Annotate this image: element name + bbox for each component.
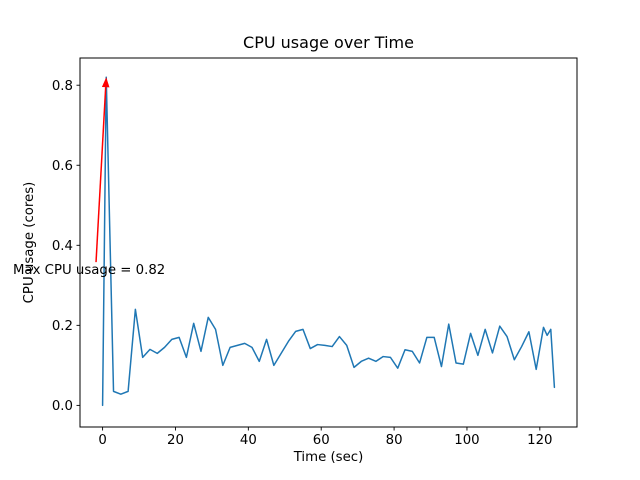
- y-axis-ticks: 0.0 0.2 0.4 0.6 0.8: [52, 79, 80, 414]
- annotation-arrow: [95, 87, 107, 263]
- max-cpu-annotation: Max CPU usage = 0.82: [13, 77, 165, 278]
- y-tick-label: 0.8: [52, 79, 73, 94]
- x-tick-label: 20: [167, 433, 184, 448]
- y-tick-label: 0.6: [52, 159, 73, 174]
- x-axis-ticks: 0 20 40 60 80 100 120: [98, 427, 553, 448]
- chart-title: CPU usage over Time: [243, 33, 414, 52]
- y-tick-label: 0.2: [52, 319, 73, 334]
- x-tick-label: 100: [454, 433, 479, 448]
- x-tick-label: 40: [240, 433, 257, 448]
- x-tick-label: 80: [386, 433, 403, 448]
- x-tick-label: 60: [313, 433, 330, 448]
- y-axis-label: CPU usage (cores): [22, 182, 37, 304]
- x-tick-label: 120: [527, 433, 552, 448]
- annotation-text: Max CPU usage = 0.82: [13, 263, 165, 278]
- cpu-usage-line: [101, 76, 556, 407]
- x-axis-label: Time (sec): [293, 450, 364, 465]
- y-tick-label: 0.0: [52, 399, 73, 414]
- plot-area: [79, 57, 578, 428]
- annotation-arrowhead-icon: [101, 77, 110, 88]
- y-tick-label: 0.4: [52, 239, 73, 254]
- x-tick-label: 0: [98, 433, 106, 448]
